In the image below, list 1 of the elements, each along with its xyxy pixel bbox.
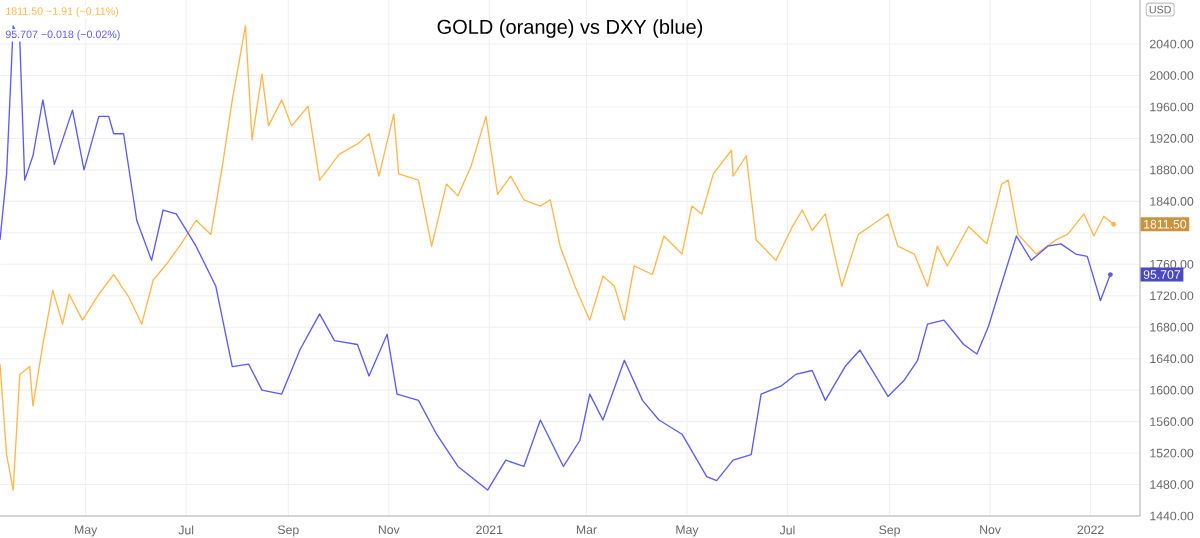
text: GOLD (orange) vs DXY (blue) — [437, 19, 703, 38]
